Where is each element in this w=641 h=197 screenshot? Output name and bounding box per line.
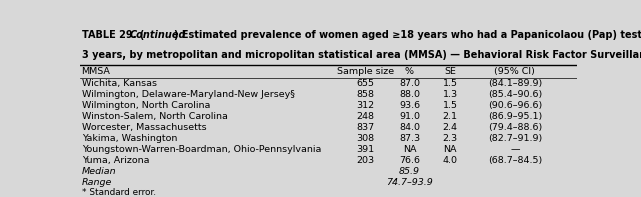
Text: MMSA: MMSA [81,67,110,76]
Text: Median: Median [81,167,116,176]
Text: 84.0: 84.0 [399,123,420,132]
Text: 203: 203 [356,156,375,165]
Text: Yakima, Washington: Yakima, Washington [81,134,177,143]
Text: (79.4–88.6): (79.4–88.6) [488,123,542,132]
Text: Wilmington, North Carolina: Wilmington, North Carolina [81,101,210,110]
Text: Worcester, Massachusetts: Worcester, Massachusetts [81,123,206,132]
Text: (84.1–89.9): (84.1–89.9) [488,79,542,88]
Text: NA: NA [403,145,416,154]
Text: 312: 312 [356,101,375,110]
Text: ) Estimated prevalence of women aged ≥18 years who had a Papanicolaou (Pap) test: ) Estimated prevalence of women aged ≥18… [174,30,641,40]
Text: 74.7–93.9: 74.7–93.9 [386,177,433,187]
Text: 1.5: 1.5 [443,79,458,88]
Text: —: — [510,145,520,154]
Text: 87.0: 87.0 [399,79,420,88]
Text: 91.0: 91.0 [399,112,420,121]
Text: 248: 248 [357,112,375,121]
Text: 85.9: 85.9 [399,167,420,176]
Text: 655: 655 [357,79,375,88]
Text: 87.3: 87.3 [399,134,420,143]
Text: 93.6: 93.6 [399,101,420,110]
Text: (85.4–90.6): (85.4–90.6) [488,90,542,99]
Text: 1.5: 1.5 [443,101,458,110]
Text: (90.6–96.6): (90.6–96.6) [488,101,542,110]
Text: 837: 837 [356,123,375,132]
Text: TABLE 29. (: TABLE 29. ( [81,30,144,40]
Text: 308: 308 [356,134,375,143]
Text: 4.0: 4.0 [443,156,458,165]
Text: 391: 391 [356,145,375,154]
Text: (86.9–95.1): (86.9–95.1) [488,112,542,121]
Text: NA: NA [444,145,457,154]
Text: 2.4: 2.4 [443,123,458,132]
Text: Range: Range [81,177,112,187]
Text: (68.7–84.5): (68.7–84.5) [488,156,542,165]
Text: 76.6: 76.6 [399,156,420,165]
Text: 1.3: 1.3 [443,90,458,99]
Text: (95% CI): (95% CI) [494,67,535,76]
Text: 858: 858 [357,90,375,99]
Text: Continued: Continued [130,30,187,40]
Text: (82.7–91.9): (82.7–91.9) [488,134,542,143]
Text: 88.0: 88.0 [399,90,420,99]
Text: 2.3: 2.3 [443,134,458,143]
Text: 3 years, by metropolitan and micropolitan statistical area (MMSA) — Behavioral R: 3 years, by metropolitan and micropolita… [81,50,641,60]
Text: Youngstown-Warren-Boardman, Ohio-Pennsylvania: Youngstown-Warren-Boardman, Ohio-Pennsyl… [81,145,321,154]
Text: Wichita, Kansas: Wichita, Kansas [81,79,156,88]
Text: 2.1: 2.1 [443,112,458,121]
Text: Sample size: Sample size [337,67,394,76]
Text: Wilmington, Delaware-Maryland-New Jersey§: Wilmington, Delaware-Maryland-New Jersey… [81,90,294,99]
Text: SE: SE [444,67,456,76]
Text: Yuma, Arizona: Yuma, Arizona [81,156,149,165]
Text: Winston-Salem, North Carolina: Winston-Salem, North Carolina [81,112,228,121]
Text: * Standard error.: * Standard error. [81,188,156,197]
Text: %: % [405,67,414,76]
